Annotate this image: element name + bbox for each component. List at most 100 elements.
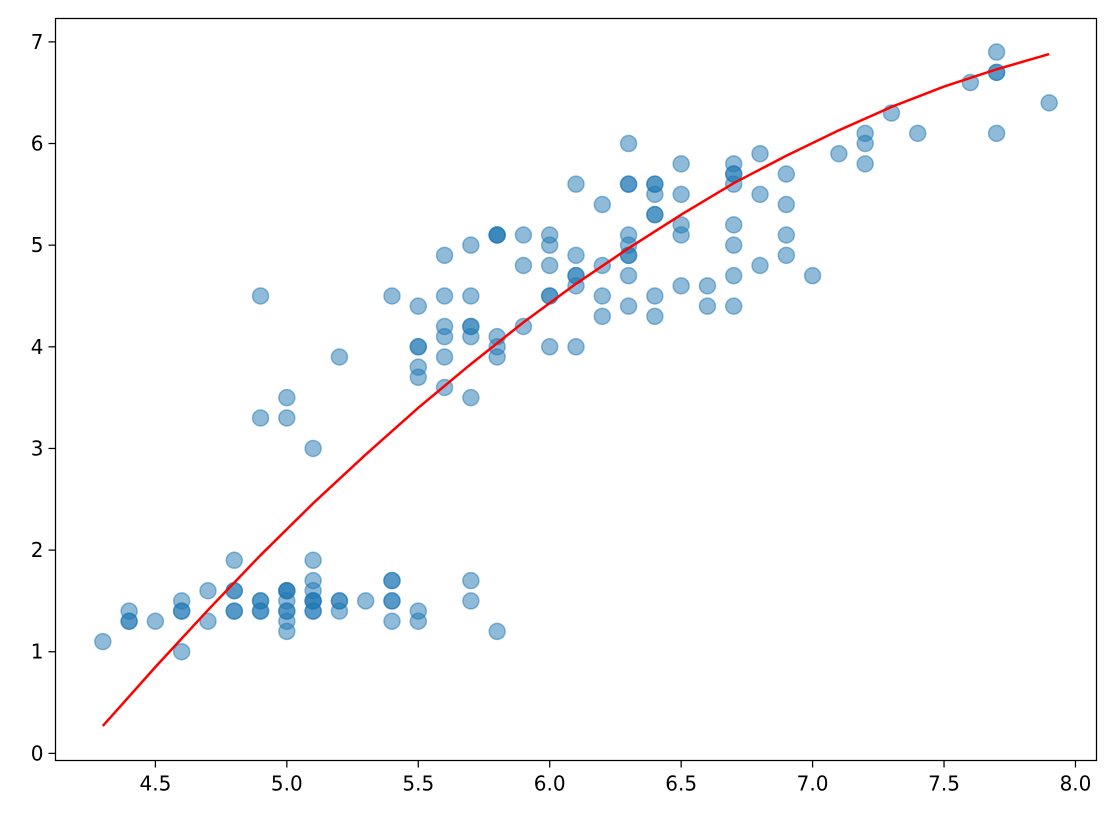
data-point — [435, 287, 454, 305]
data-point — [514, 226, 533, 244]
data-point — [172, 642, 191, 661]
x-tick-label: 5.0 — [271, 772, 303, 796]
data-point — [462, 388, 480, 407]
x-tick-label: 4.5 — [139, 772, 171, 796]
data-point — [751, 256, 769, 275]
data-point — [672, 155, 690, 173]
data-point — [724, 297, 743, 315]
data-point — [330, 348, 349, 366]
x-tick-label: 7.5 — [928, 772, 960, 796]
data-point — [488, 338, 506, 356]
data-point — [330, 592, 349, 610]
fit-line — [101, 52, 1050, 727]
data-point — [619, 297, 638, 315]
data-point — [356, 592, 375, 610]
data-point — [593, 307, 612, 326]
y-tick-label: 5 — [31, 233, 44, 257]
scatter-points — [94, 43, 1058, 661]
data-point — [856, 155, 874, 173]
data-point — [251, 602, 270, 620]
data-point — [856, 134, 874, 153]
data-point — [435, 348, 454, 366]
x-tick-label: 7.0 — [797, 772, 829, 796]
data-point — [987, 43, 1006, 61]
data-point — [435, 317, 454, 336]
y-tick-label: 3 — [31, 436, 44, 460]
data-point — [199, 612, 217, 630]
data-point — [514, 256, 533, 275]
data-point — [278, 582, 296, 600]
data-point — [593, 195, 612, 214]
data-point — [278, 409, 296, 427]
data-point — [646, 307, 664, 326]
data-point — [646, 287, 664, 305]
x-tick-label: 8.0 — [1060, 772, 1092, 796]
y-tick-label: 2 — [31, 538, 44, 562]
x-tick-label: 6.5 — [665, 772, 697, 796]
data-point — [540, 338, 559, 356]
y-tick-label: 7 — [31, 30, 44, 54]
x-axis: 4.5 5.0 5.5 6.0 6.5 7.0 7.5 8.0 — [139, 760, 1092, 796]
data-point — [199, 582, 217, 600]
data-point — [908, 124, 927, 143]
data-point — [251, 409, 270, 427]
data-point — [225, 551, 244, 570]
data-point — [409, 368, 428, 387]
data-point — [225, 582, 244, 600]
data-point — [94, 632, 112, 651]
data-point — [120, 612, 138, 630]
data-point — [803, 266, 822, 285]
data-point — [698, 277, 717, 295]
data-point — [488, 226, 506, 244]
data-point — [567, 246, 585, 265]
data-point — [672, 216, 690, 234]
data-point — [672, 185, 690, 204]
data-point — [462, 327, 480, 346]
data-point — [619, 175, 638, 193]
data-point — [777, 226, 796, 244]
data-point — [672, 277, 690, 295]
data-point — [1040, 94, 1058, 112]
data-point — [172, 602, 191, 620]
data-point — [409, 612, 428, 630]
x-tick-label: 5.5 — [402, 772, 434, 796]
data-point — [462, 592, 480, 610]
data-point — [488, 622, 506, 641]
data-point — [751, 185, 769, 204]
y-tick-label: 6 — [31, 132, 44, 156]
fit-line-layer — [101, 52, 1050, 727]
data-point — [593, 287, 612, 305]
data-point — [462, 571, 480, 590]
data-point — [383, 612, 401, 630]
data-point — [514, 317, 533, 336]
data-point — [724, 236, 743, 254]
data-point — [304, 582, 322, 600]
data-point — [225, 602, 244, 620]
data-point — [619, 236, 638, 254]
data-point — [383, 592, 401, 610]
data-point — [146, 612, 165, 630]
y-axis: 0 1 2 3 4 5 6 7 — [31, 30, 56, 765]
data-point — [777, 165, 796, 183]
data-point — [619, 266, 638, 285]
data-point — [751, 144, 769, 163]
data-point — [830, 144, 848, 163]
x-tick-label: 6.0 — [534, 772, 566, 796]
data-point — [540, 236, 559, 254]
data-point — [987, 124, 1006, 143]
y-tick-label: 0 — [31, 741, 44, 765]
data-point — [646, 205, 664, 224]
data-point — [777, 246, 796, 265]
data-point — [567, 175, 585, 193]
data-point — [304, 551, 322, 570]
data-point — [383, 287, 401, 305]
data-point — [540, 256, 559, 275]
data-point — [698, 297, 717, 315]
data-point — [304, 439, 322, 458]
data-point — [278, 602, 296, 620]
data-point — [567, 338, 585, 356]
data-point — [646, 185, 664, 204]
data-point — [777, 195, 796, 214]
data-point — [409, 338, 428, 356]
